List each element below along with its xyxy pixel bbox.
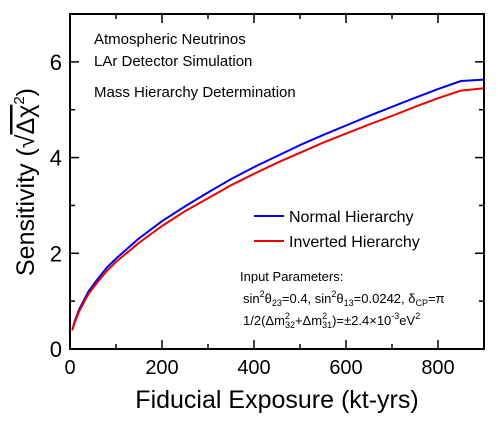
y-tick-label: 6 [50, 50, 62, 75]
series-line-inverted-hierarchy [71, 87, 485, 331]
y-tick-label: 0 [50, 337, 62, 362]
series-line-normal-hierarchy [71, 78, 485, 331]
annotation-atmospheric: Atmospheric Neutrinos [94, 31, 246, 48]
y-tick-label: 4 [50, 146, 62, 171]
legend: Normal Hierarchy Inverted Hierarchy [254, 209, 420, 251]
params-line-2: 1/2(Δm2 32+Δm2 31)=±2.4×10-3eV2 [243, 311, 420, 330]
y-axis-ticks: 0 2 4 6 [50, 13, 484, 362]
y-axis-label: Sensitivity (√Δχ2) [11, 88, 40, 276]
x-tick-label: 600 [329, 357, 362, 379]
params-title: Input Parameters: [240, 269, 343, 284]
x-tick-label: 0 [64, 357, 75, 379]
annotation-mass-hierarchy: Mass Hierarchy Determination [94, 84, 296, 101]
params-line-1: sin2θ23=0.4, sin2θ13=0.0242, δCP=π [243, 289, 445, 308]
x-tick-label: 400 [237, 357, 270, 379]
x-tick-label: 200 [145, 357, 178, 379]
legend-label-inverted: Inverted Hierarchy [289, 234, 420, 251]
x-tick-label: 800 [421, 357, 454, 379]
x-axis-ticks: 0 200 400 600 800 [64, 14, 485, 379]
annotation-lar: LAr Detector Simulation [94, 53, 252, 70]
series-layer [71, 78, 485, 331]
x-axis-label: Fiducial Exposure (kt-yrs) [135, 386, 418, 414]
input-parameters: Input Parameters: sin2θ23=0.4, sin2θ13=0… [240, 269, 445, 330]
y-tick-label: 2 [50, 241, 62, 266]
plot-frame [69, 13, 485, 350]
legend-label-normal: Normal Hierarchy [289, 209, 413, 226]
